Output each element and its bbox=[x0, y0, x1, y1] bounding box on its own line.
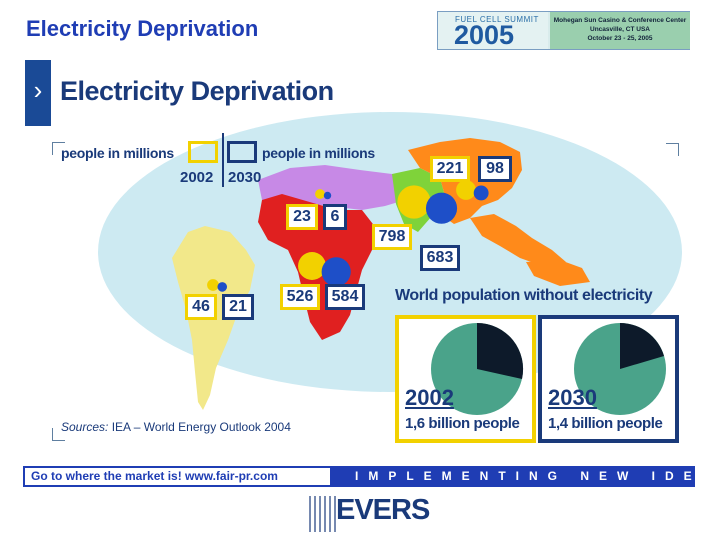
bubble-2030 bbox=[425, 192, 458, 224]
footer-link[interactable]: Go to where the market is! www.fair-pr.c… bbox=[25, 468, 330, 485]
globe-panel-2030: 2030 1,4 billion people bbox=[538, 315, 679, 443]
bubble-2030 bbox=[321, 257, 351, 287]
value-2002-south-asia: 798 bbox=[372, 224, 412, 250]
globe-2030-year: 2030 bbox=[548, 385, 597, 410]
value-2030-africa: 584 bbox=[325, 284, 365, 310]
panel-title: Electricity Deprivation bbox=[60, 76, 334, 106]
globe-2002-year: 2002 bbox=[405, 385, 454, 410]
globe-panel-2002: 2002 1,6 billion people bbox=[395, 315, 536, 443]
legend-2002-swatch bbox=[188, 141, 218, 163]
footer-bar: Go to where the market is! www.fair-pr.c… bbox=[23, 466, 720, 487]
globe-2030-slice bbox=[620, 323, 664, 369]
bubble-2030 bbox=[323, 191, 332, 200]
globe-2002-caption: 1,6 billion people bbox=[405, 415, 520, 432]
ocean-ellipse bbox=[98, 112, 682, 392]
chevron-right-icon: › bbox=[25, 60, 51, 126]
globe-2030-caption: 1,4 billion people bbox=[548, 415, 663, 432]
bubbles-group bbox=[207, 180, 489, 292]
corner-mark bbox=[52, 428, 65, 441]
sources-label: Sources: bbox=[61, 420, 109, 434]
legend-2030-swatch bbox=[227, 141, 257, 163]
value-2030-south-america: 21 bbox=[222, 294, 254, 320]
value-2002-south-america: 46 bbox=[185, 294, 217, 320]
slide-title: Electricity Deprivation bbox=[26, 16, 259, 41]
bubble-2030 bbox=[473, 185, 489, 201]
bubble-2002 bbox=[397, 185, 431, 219]
globe-2002-slice bbox=[477, 322, 524, 379]
event-logo: FUEL CELL SUMMIT 2005 Mohegan Sun Casino… bbox=[437, 11, 690, 50]
oceania bbox=[526, 260, 590, 286]
value-2002-africa: 526 bbox=[280, 284, 320, 310]
event-location: Uncasville, CT USA bbox=[590, 26, 650, 33]
evers-logo-text: EVERS bbox=[336, 494, 430, 526]
legend-2030-label: people in millions bbox=[262, 145, 375, 161]
bubble-2002 bbox=[456, 180, 476, 200]
bubble-2002 bbox=[207, 279, 219, 291]
legend-year-2030: 2030 bbox=[228, 169, 262, 186]
sources-note: Sources: IEA – World Energy Outlook 2004 bbox=[61, 420, 291, 434]
bubble-2030 bbox=[217, 282, 228, 292]
evers-logo-icon bbox=[309, 496, 336, 532]
value-2002-east-asia: 221 bbox=[430, 156, 470, 182]
value-2030-south-asia: 683 bbox=[420, 245, 460, 271]
corner-mark bbox=[52, 142, 65, 155]
event-year: 2005 bbox=[454, 20, 515, 50]
world-population-title: World population without electricity bbox=[395, 287, 653, 304]
footer-tagline: IMPLEMENTING NEW IDEAS bbox=[355, 469, 720, 483]
value-2030-north-africa: 6 bbox=[323, 204, 347, 230]
event-name: FUEL CELL SUMMIT bbox=[455, 15, 539, 24]
southeast-asia bbox=[470, 214, 566, 268]
corner-mark bbox=[666, 143, 679, 156]
legend-2002-label: people in millions bbox=[61, 145, 174, 161]
bubble-2002 bbox=[298, 252, 326, 280]
event-dates: October 23 - 25, 2005 bbox=[587, 35, 653, 42]
legend-divider bbox=[222, 133, 224, 187]
value-2030-east-asia: 98 bbox=[478, 156, 512, 182]
sources-text: IEA – World Energy Outlook 2004 bbox=[108, 420, 291, 434]
legend-year-2002: 2002 bbox=[180, 169, 214, 186]
value-2002-north-africa: 23 bbox=[286, 204, 318, 230]
event-venue: Mohegan Sun Casino & Conference Center bbox=[553, 17, 687, 24]
bubble-2002 bbox=[315, 189, 325, 199]
